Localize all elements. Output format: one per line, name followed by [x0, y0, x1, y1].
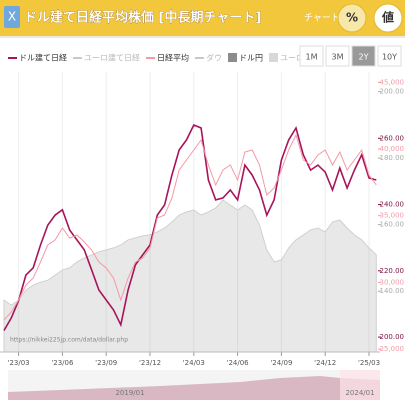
- y-tick-label: 25,000: [380, 345, 405, 353]
- y-tick-label: 240.00: [380, 201, 405, 209]
- range-button[interactable]: [325, 45, 350, 67]
- x-tick-label: '24/09: [270, 359, 292, 367]
- y-tick-label: 45,000: [380, 78, 405, 86]
- range-button[interactable]: [299, 45, 324, 67]
- y-tick-label: 140.00: [380, 287, 405, 295]
- range-label[interactable]: 1M: [306, 53, 318, 62]
- navigator-series: [8, 376, 380, 400]
- y-tick-label: 260.00: [380, 134, 405, 142]
- line-series: [3, 123, 377, 331]
- x-tick-label: '23/12: [139, 359, 161, 367]
- legend-label[interactable]: ユーロ建て日経: [84, 53, 140, 63]
- range-button[interactable]: [351, 45, 376, 67]
- x-tick-label: '23/03: [8, 359, 30, 367]
- area-series: [3, 199, 377, 353]
- y-tick-label: 160.00: [380, 221, 405, 229]
- range-label[interactable]: 2Y: [359, 53, 369, 62]
- chart-label: チャート:: [304, 13, 343, 24]
- legend-label[interactable]: ダウ: [206, 53, 222, 63]
- range-label[interactable]: 10Y: [382, 53, 397, 62]
- legend-label[interactable]: 日経平均: [157, 53, 189, 63]
- y-tick-label: 180.00: [380, 154, 405, 162]
- legend-label[interactable]: ユーロ円: [280, 54, 312, 63]
- range-label[interactable]: 3M: [332, 53, 344, 62]
- navigator-label: 2019/01: [115, 389, 144, 397]
- x-tick-label: '25/03: [358, 359, 380, 367]
- x-tick-label: '24/06: [227, 359, 250, 367]
- divider: [0, 36, 405, 38]
- x-tick-label: '23/09: [95, 359, 117, 367]
- mode-button[interactable]: [373, 3, 403, 33]
- logo-mark: X: [8, 10, 16, 24]
- legend-swatch[interactable]: [228, 53, 237, 62]
- source: https://nikkei225jp.com/data/dollar.php: [10, 337, 128, 344]
- range-button[interactable]: [377, 45, 402, 67]
- legend-swatch[interactable]: [269, 53, 278, 62]
- mode-label[interactable]: 値: [381, 10, 394, 25]
- y-tick-label: 220.00: [380, 267, 405, 275]
- mode-label[interactable]: %: [346, 11, 358, 25]
- logo: [4, 6, 20, 28]
- y-tick-label: 200.00: [380, 88, 405, 96]
- y-tick-label: 200.00: [380, 333, 405, 341]
- y-tick-label: 30,000: [380, 278, 405, 286]
- title: ドル建て日経平均株価 [中長期チャート]: [24, 10, 261, 26]
- mode-button[interactable]: [337, 3, 367, 33]
- line-series: [3, 133, 377, 321]
- x-tick-label: '24/03: [183, 359, 205, 367]
- legend-label[interactable]: ドル建て日経: [19, 53, 67, 63]
- x-tick-label: '23/06: [51, 359, 74, 367]
- y-tick-label: 40,000: [380, 145, 405, 153]
- x-tick-label: '24/12: [314, 359, 336, 367]
- legend-label[interactable]: ドル円: [239, 54, 263, 63]
- navigator-window[interactable]: [340, 370, 380, 400]
- navigator-label: 2024/01: [345, 389, 374, 397]
- y-tick-label: 35,000: [380, 212, 405, 220]
